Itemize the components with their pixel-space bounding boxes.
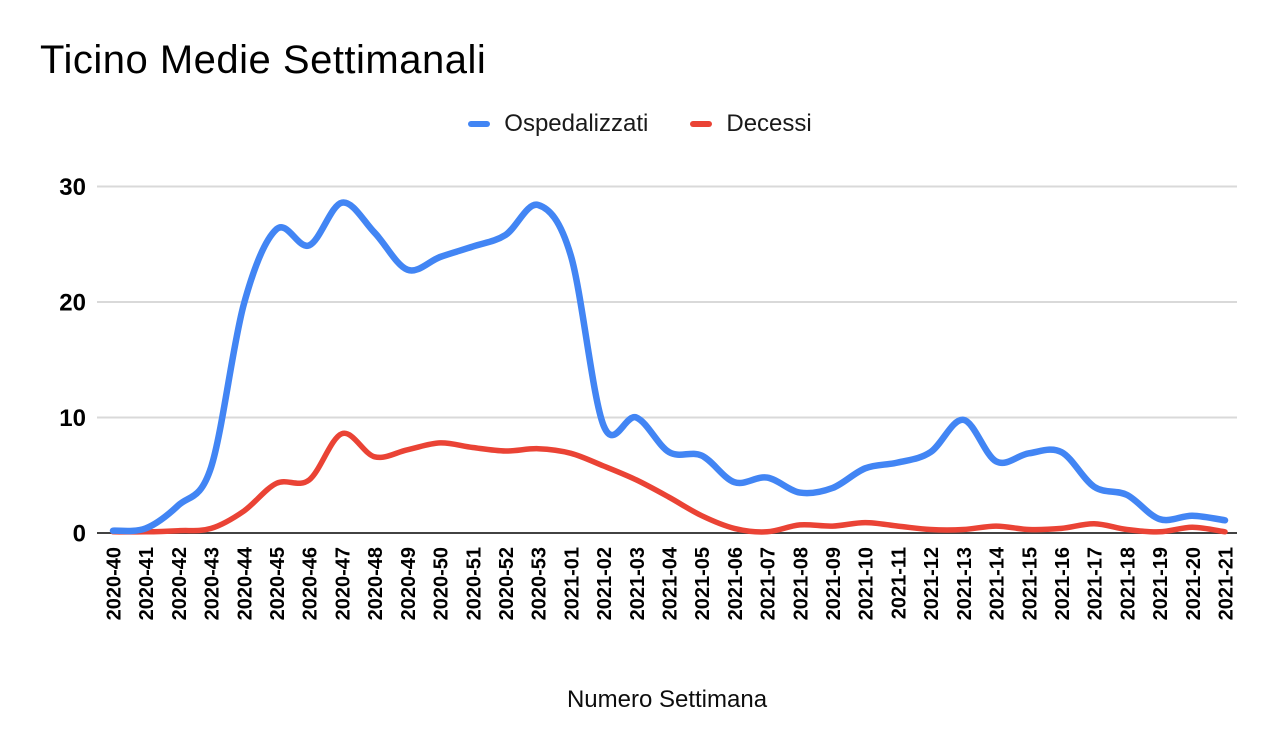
x-tick-label: 2020-51 — [463, 547, 485, 620]
x-tick-label: 2021-08 — [790, 547, 812, 620]
x-tick-label: 2020-45 — [267, 547, 289, 620]
legend-label-ospedalizzati: Ospedalizzati — [504, 110, 649, 137]
x-tick-label: 2021-12 — [921, 547, 943, 620]
x-tick-label: 2020-40 — [104, 547, 126, 620]
x-tick-label: 2021-16 — [1052, 547, 1074, 620]
series-line-ospedalizzati — [109, 199, 1229, 535]
x-tick-label: 2020-52 — [496, 547, 518, 620]
x-tick-label: 2021-14 — [987, 546, 1009, 620]
series-line-decessi — [110, 430, 1228, 535]
x-tick-label: 2021-17 — [1085, 547, 1107, 620]
x-tick-label: 2021-18 — [1117, 547, 1139, 620]
x-tick-label: 2021-03 — [627, 547, 649, 620]
x-tick-label: 2021-05 — [692, 547, 714, 620]
x-tick-label: 2020-41 — [136, 547, 158, 620]
x-tick-label: 2021-20 — [1183, 547, 1205, 620]
x-tick-label: 2021-07 — [758, 547, 780, 620]
x-tick-label: 2020-48 — [365, 547, 387, 620]
x-tick-label: 2021-13 — [954, 547, 976, 620]
x-axis-title: Numero Settimana — [566, 686, 768, 713]
x-tick-label: 2020-53 — [529, 547, 551, 620]
y-tick-label: 0 — [73, 521, 86, 548]
x-tick-label: 2020-44 — [234, 546, 256, 620]
x-tick-label: 2020-42 — [169, 547, 191, 620]
x-tick-label: 2020-50 — [431, 547, 453, 620]
x-tick-label: 2021-11 — [888, 547, 910, 619]
legend-label-decessi: Decessi — [726, 110, 812, 137]
x-tick-label: 2020-46 — [300, 547, 322, 620]
x-tick-label: 2021-01 — [561, 547, 583, 620]
y-tick-label: 10 — [59, 405, 86, 432]
x-tick-label: 2021-06 — [725, 547, 747, 620]
x-tick-label: 2021-09 — [823, 547, 845, 620]
x-tick-label: 2021-04 — [660, 546, 682, 620]
y-tick-label: 30 — [59, 174, 86, 201]
legend-dash-blue-icon — [468, 121, 491, 127]
chart-legend: Ospedalizzati Decessi — [0, 110, 1280, 138]
x-tick-label: 2021-15 — [1019, 547, 1041, 620]
y-tick-label: 20 — [59, 290, 86, 317]
x-tick-label: 2021-19 — [1150, 547, 1172, 620]
x-tick-label: 2020-43 — [202, 547, 224, 620]
legend-dash-red-icon — [690, 121, 713, 127]
x-tick-label: 2021-21 — [1216, 547, 1238, 620]
x-tick-label: 2020-47 — [332, 547, 354, 620]
chart-title: Ticino Medie Settimanali — [40, 38, 487, 82]
x-tick-label: 2021-02 — [594, 547, 616, 620]
x-tick-label: 2020-49 — [398, 547, 420, 620]
legend-item-ospedalizzati: Ospedalizzati — [468, 110, 648, 138]
legend-item-decessi: Decessi — [690, 110, 812, 138]
x-tick-label: 2021-10 — [856, 547, 878, 620]
